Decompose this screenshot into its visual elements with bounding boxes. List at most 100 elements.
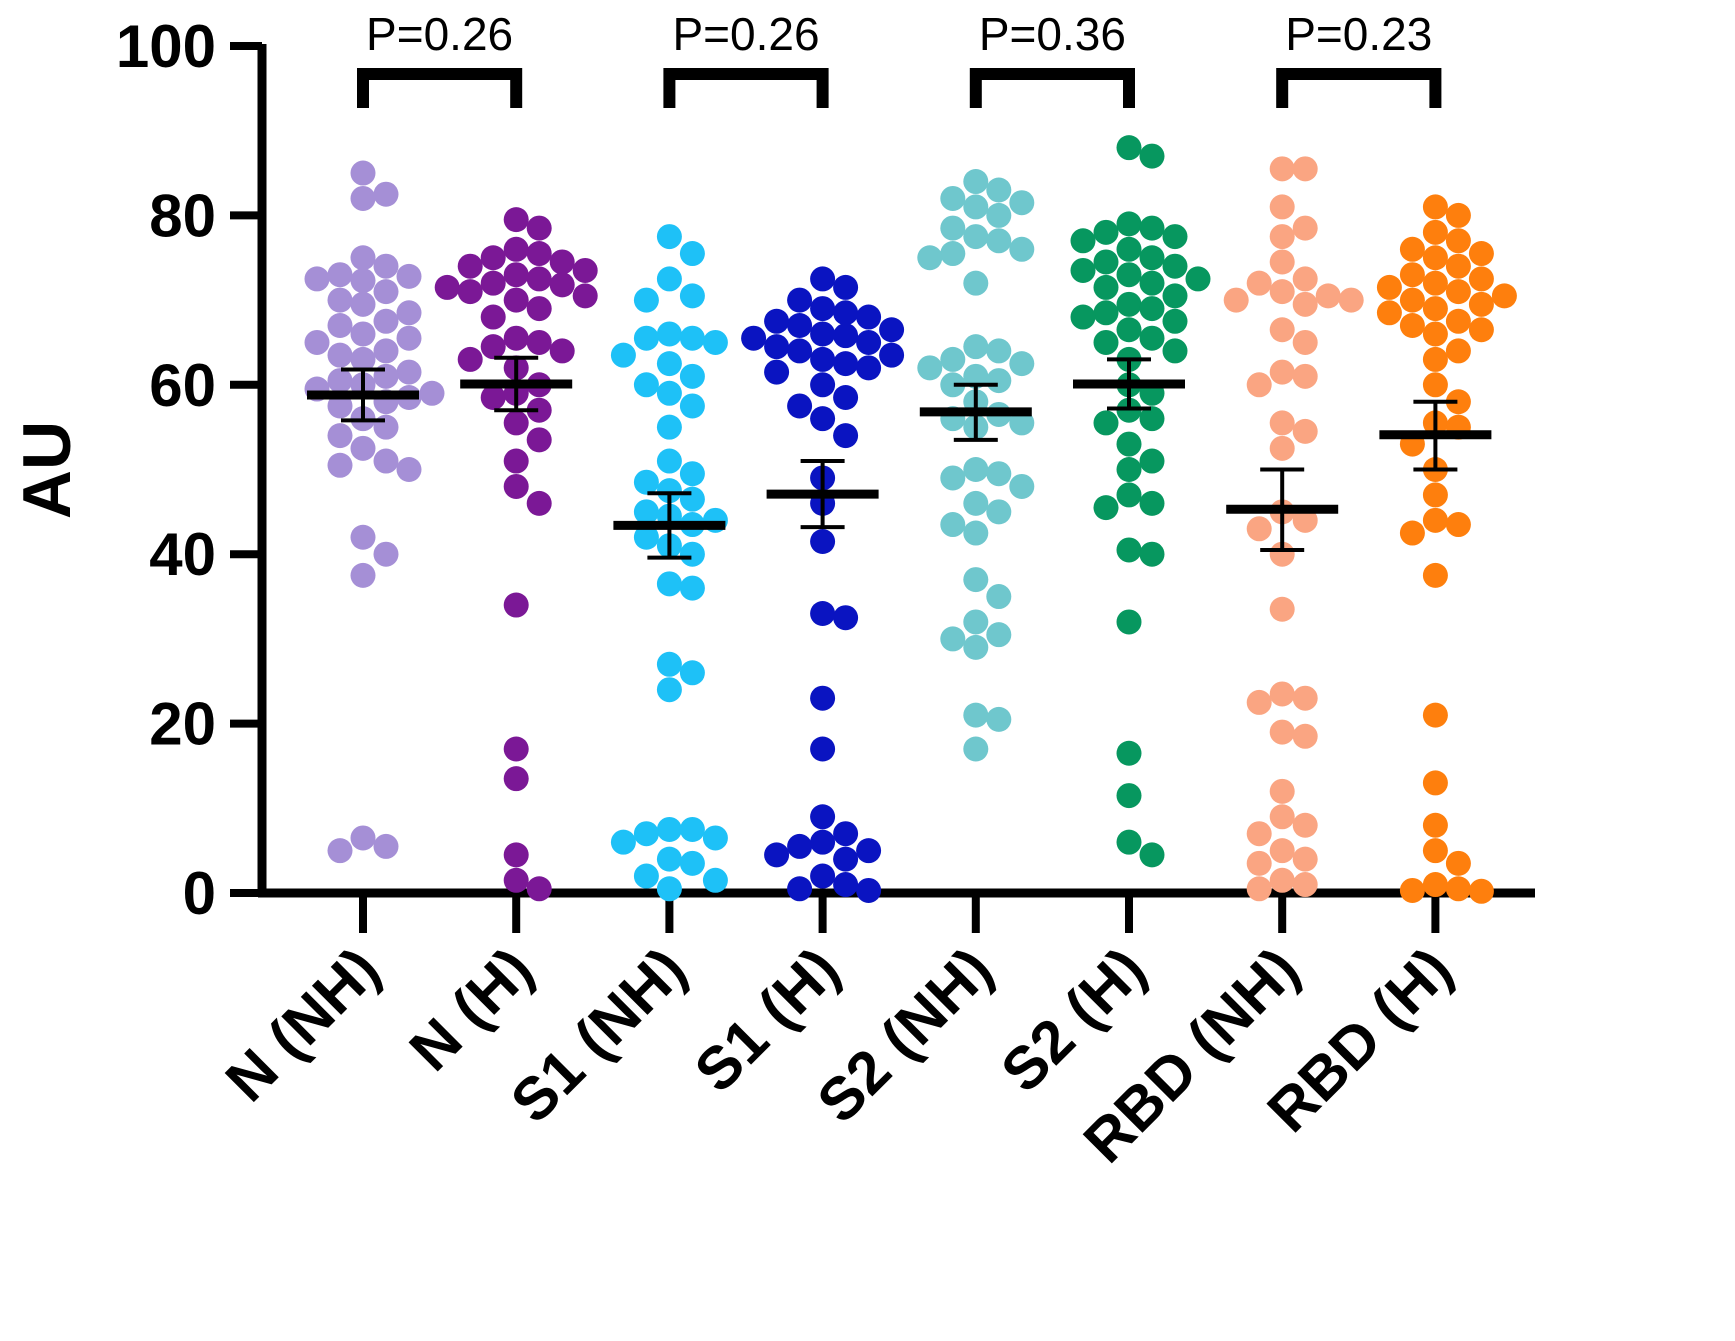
data-point [679, 461, 705, 487]
data-point [1292, 812, 1318, 838]
data-point [940, 215, 966, 241]
data-point [633, 372, 659, 398]
data-point [656, 651, 682, 677]
data-point [940, 626, 966, 652]
x-tick-label: N (H) [397, 935, 546, 1084]
data-point [526, 296, 552, 322]
data-point [1009, 410, 1035, 436]
data-point [396, 300, 422, 326]
data-point [986, 368, 1012, 394]
data-point [963, 634, 989, 660]
data-point [1445, 876, 1471, 902]
p-value-label: P=0.36 [979, 8, 1126, 60]
data-point [350, 268, 376, 294]
data-point [1139, 296, 1165, 322]
data-point [327, 313, 353, 339]
data-point [679, 283, 705, 309]
data-point [610, 829, 636, 855]
data-point [1070, 228, 1096, 254]
data-point [1093, 495, 1119, 521]
data-point [787, 833, 813, 859]
data-point [1116, 317, 1142, 343]
data-point [1093, 249, 1119, 275]
data-point [963, 169, 989, 195]
data-point [327, 393, 353, 419]
data-point [963, 224, 989, 250]
data-point [1422, 270, 1448, 296]
data-point [396, 359, 422, 385]
data-point [1269, 156, 1295, 182]
data-point [327, 452, 353, 478]
data-point [856, 304, 882, 330]
data-point [963, 490, 989, 516]
data-point [373, 833, 399, 859]
data-point [1292, 418, 1318, 444]
data-point [679, 660, 705, 686]
data-point [1116, 740, 1142, 766]
data-point [656, 448, 682, 474]
data-point [503, 287, 529, 313]
data-point [963, 702, 989, 728]
data-point [656, 876, 682, 902]
data-point [810, 863, 836, 889]
data-point [1445, 228, 1471, 254]
data-point [1246, 270, 1272, 296]
data-point [526, 427, 552, 453]
data-point [986, 177, 1012, 203]
data-point [741, 325, 767, 351]
data-point [633, 524, 659, 550]
data-point [1139, 215, 1165, 241]
data-point [1422, 812, 1448, 838]
data-point [1246, 850, 1272, 876]
data-point [1376, 300, 1402, 326]
data-point [1009, 236, 1035, 262]
data-point [350, 185, 376, 211]
data-point [1116, 262, 1142, 288]
data-point [679, 816, 705, 842]
data-point [373, 541, 399, 567]
data-point [764, 308, 790, 334]
data-point [396, 325, 422, 351]
data-point [396, 457, 422, 482]
data-point [1422, 838, 1448, 864]
data-point [1292, 685, 1318, 711]
data-point [656, 380, 682, 406]
data-point [480, 245, 506, 271]
data-point [633, 287, 659, 313]
data-point [940, 185, 966, 211]
y-tick-label: 80 [149, 182, 216, 249]
data-point [503, 410, 529, 436]
data-point [1070, 257, 1096, 283]
data-point [549, 249, 575, 275]
data-point [350, 435, 376, 461]
data-point [986, 202, 1012, 228]
p-value-label: P=0.26 [672, 8, 819, 60]
data-point [1422, 562, 1448, 588]
data-point [350, 160, 376, 186]
data-point [1422, 194, 1448, 220]
data-point [833, 605, 859, 631]
data-point [1315, 283, 1341, 309]
significance-bracket [663, 68, 829, 108]
data-point [940, 512, 966, 538]
data-point [963, 457, 989, 482]
data-point [963, 363, 989, 389]
data-point [633, 325, 659, 351]
data-point [787, 876, 813, 902]
y-tick-label: 0 [183, 860, 216, 927]
data-point [1139, 270, 1165, 296]
data-point [610, 342, 636, 368]
axes [230, 42, 1535, 933]
data-point [656, 351, 682, 377]
data-point [327, 342, 353, 368]
data-point [833, 872, 859, 898]
data-point [633, 469, 659, 495]
data-point [503, 867, 529, 893]
x-tick-label: N (NH) [213, 935, 392, 1114]
data-point [1093, 329, 1119, 355]
data-point [350, 321, 376, 347]
y-tick-label: 20 [149, 691, 216, 758]
data-point [1468, 291, 1494, 317]
data-point [304, 266, 330, 292]
